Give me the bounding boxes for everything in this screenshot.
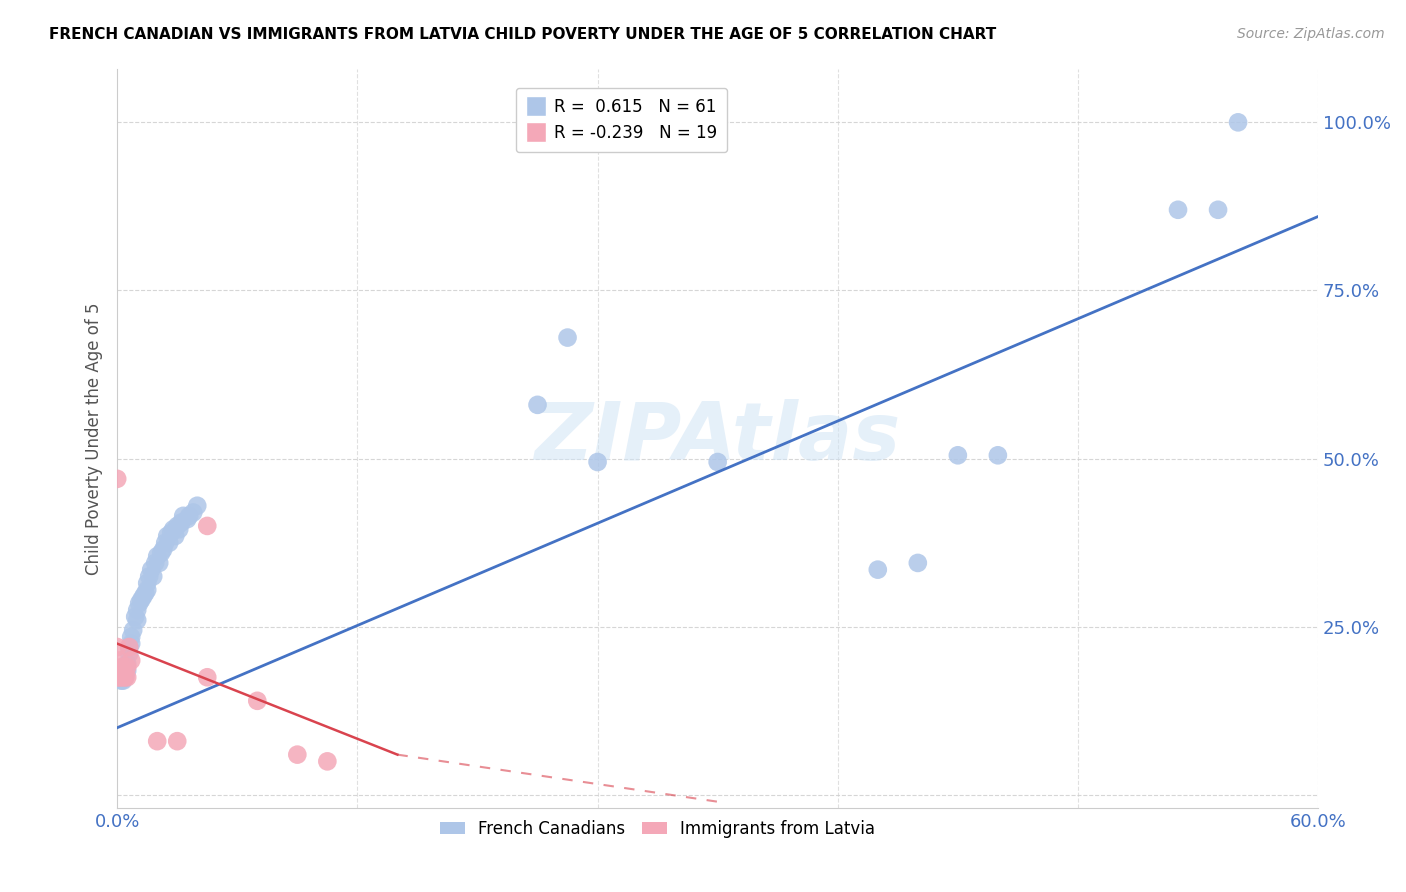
Point [150, 546, 173, 560]
Point [156, 529, 179, 543]
Point [1206, 202, 1229, 217]
Point [866, 563, 889, 577]
Point [557, 330, 579, 344]
Point [114, 664, 136, 678]
Point [110, 670, 132, 684]
Point [142, 569, 165, 583]
Point [110, 670, 132, 684]
Point [148, 556, 170, 570]
Point [143, 556, 166, 570]
Point [112, 667, 135, 681]
Point [108, 664, 131, 678]
Point [110, 664, 132, 678]
Point [152, 542, 174, 557]
Point [112, 673, 135, 688]
Point [195, 519, 218, 533]
Point [110, 660, 132, 674]
Point [141, 563, 163, 577]
Point [110, 673, 132, 688]
Point [114, 670, 136, 684]
Point [586, 455, 609, 469]
Point [110, 664, 132, 678]
Point [122, 623, 145, 637]
Point [124, 609, 146, 624]
Point [112, 664, 135, 678]
Legend: French Canadians, Immigrants from Latvia: French Canadians, Immigrants from Latvia [433, 814, 882, 845]
Point [115, 660, 138, 674]
Point [134, 586, 156, 600]
Point [1227, 115, 1250, 129]
Point [136, 576, 159, 591]
Point [170, 516, 193, 530]
Point [112, 664, 135, 678]
Point [129, 593, 152, 607]
Point [108, 670, 131, 684]
Point [526, 398, 548, 412]
Point [112, 670, 135, 684]
Point [166, 734, 188, 748]
Point [155, 535, 177, 549]
Point [115, 664, 138, 678]
Point [907, 556, 929, 570]
Point [165, 529, 187, 543]
Point [167, 522, 190, 536]
Point [118, 640, 141, 654]
Point [115, 670, 138, 684]
Point [114, 660, 136, 674]
Point [118, 640, 141, 654]
Point [112, 670, 135, 684]
Point [132, 590, 155, 604]
Point [108, 670, 131, 684]
Text: ZIPAtlas: ZIPAtlas [534, 400, 901, 477]
Point [128, 596, 150, 610]
Point [146, 734, 169, 748]
Point [138, 569, 160, 583]
Point [105, 670, 128, 684]
Point [127, 613, 149, 627]
Point [172, 508, 194, 523]
Point [114, 670, 136, 684]
Point [105, 640, 128, 654]
Point [127, 603, 149, 617]
Point [115, 657, 138, 671]
Point [946, 448, 969, 462]
Point [136, 582, 159, 597]
Point [120, 630, 142, 644]
Point [186, 499, 208, 513]
Point [181, 506, 204, 520]
Point [120, 637, 142, 651]
Point [316, 755, 339, 769]
Point [179, 508, 201, 523]
Point [108, 667, 131, 681]
Point [176, 512, 198, 526]
Point [146, 549, 169, 564]
Text: Source: ZipAtlas.com: Source: ZipAtlas.com [1237, 27, 1385, 41]
Point [160, 525, 183, 540]
Point [120, 653, 142, 667]
Point [118, 647, 141, 661]
Point [987, 448, 1010, 462]
Point [706, 455, 728, 469]
Point [162, 522, 184, 536]
Point [246, 694, 269, 708]
Point [195, 670, 218, 684]
Point [166, 519, 188, 533]
Y-axis label: Child Poverty Under the Age of 5: Child Poverty Under the Age of 5 [86, 302, 103, 574]
Point [108, 653, 131, 667]
Point [1167, 202, 1189, 217]
Point [157, 535, 180, 549]
Point [285, 747, 308, 762]
Text: FRENCH CANADIAN VS IMMIGRANTS FROM LATVIA CHILD POVERTY UNDER THE AGE OF 5 CORRE: FRENCH CANADIAN VS IMMIGRANTS FROM LATVI… [49, 27, 997, 42]
Point [105, 472, 128, 486]
